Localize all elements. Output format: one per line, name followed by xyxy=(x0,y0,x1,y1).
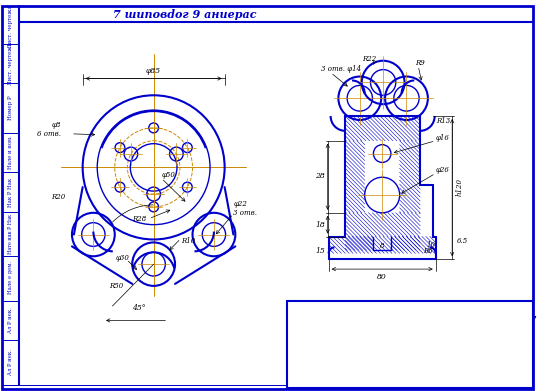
Text: Масштаб.: Масштаб. xyxy=(494,341,521,346)
Text: Кониор.: Кониор. xyxy=(296,355,317,359)
Text: Сопряжение
корпус и стойка: Сопряжение корпус и стойка xyxy=(391,351,500,375)
Text: 80: 80 xyxy=(377,273,387,281)
Text: Утв.: Утв. xyxy=(296,374,309,379)
Text: R28: R28 xyxy=(131,215,146,223)
Text: 18: 18 xyxy=(315,221,325,229)
Text: Кониор.: Кониор. xyxy=(296,333,317,338)
Text: НИШ.: НИШ. xyxy=(382,303,398,308)
Text: А1: А1 xyxy=(516,385,524,390)
Text: R50: R50 xyxy=(109,282,124,290)
Text: Листов: Листов xyxy=(466,341,487,346)
Text: φ85: φ85 xyxy=(146,66,161,75)
Text: φ8
6 отв.: φ8 6 отв. xyxy=(37,121,61,138)
Text: Годробле.: Годробле. xyxy=(326,385,355,390)
Text: h120: h120 xyxy=(456,178,464,196)
Text: 28: 28 xyxy=(315,172,325,180)
Text: R13: R13 xyxy=(436,117,450,125)
Text: 8: 8 xyxy=(380,242,384,250)
Text: Формат.: Формат. xyxy=(454,385,480,390)
Text: 45°: 45° xyxy=(132,303,146,312)
Text: 7 шиповdог 9 аниерас: 7 шиповdог 9 аниерас xyxy=(113,9,256,20)
Text: 10: 10 xyxy=(426,241,435,249)
Text: 15: 15 xyxy=(315,248,325,255)
Text: Нале.: Нале. xyxy=(349,303,363,308)
Text: Ном.Нари.: Ном.Нари. xyxy=(290,303,317,308)
Text: φ50: φ50 xyxy=(161,171,175,179)
Text: Номер P: Номер P xyxy=(8,96,13,120)
Text: Лист. чертежа: Лист. чертежа xyxy=(8,5,13,48)
Text: φ22
3 отв.: φ22 3 отв. xyxy=(233,200,257,217)
Text: Разраб.: Разраб. xyxy=(296,313,316,318)
Text: № Дисс.: № Дисс. xyxy=(322,303,343,308)
Text: φ30: φ30 xyxy=(116,254,129,262)
Text: Н.Контр.: Н.Контр. xyxy=(296,364,321,369)
Text: R22: R22 xyxy=(362,55,377,63)
Text: Ал Р нек.: Ал Р нек. xyxy=(8,349,13,375)
Text: 3 отв. φ14: 3 отв. φ14 xyxy=(321,65,361,73)
Text: Нак Р Нак: Нак Р Нак xyxy=(8,178,13,207)
Text: Нате нак Р Нак: Нате нак Р Нак xyxy=(8,213,13,253)
Text: Н.Контр.: Н.Контр. xyxy=(296,344,321,350)
Text: Ал Р нек.: Ал Р нек. xyxy=(8,307,13,334)
Text: Лиотр.: Лиотр. xyxy=(439,365,459,370)
Text: φ26: φ26 xyxy=(436,166,449,174)
Text: R20: R20 xyxy=(52,193,66,201)
Text: 7: 7 xyxy=(513,365,516,370)
Text: 6.5: 6.5 xyxy=(457,237,468,246)
Text: Нале е дем.: Нале е дем. xyxy=(8,262,13,294)
Text: φ16: φ16 xyxy=(436,134,449,142)
Text: Лист.: Лист. xyxy=(441,341,458,346)
Text: Нале и ном.: Нале и ном. xyxy=(8,136,13,169)
Text: Лист. чертежа: Лист. чертежа xyxy=(8,42,13,85)
Text: Пров.: Пров. xyxy=(296,323,311,328)
Text: R6: R6 xyxy=(423,248,433,255)
Text: R10: R10 xyxy=(181,237,195,246)
Text: Аиотей.: Аиотей. xyxy=(468,365,490,370)
Bar xyxy=(287,301,533,387)
Text: Задание 6 Вариант 7: Задание 6 Вариант 7 xyxy=(395,315,536,326)
Text: 11: 11 xyxy=(505,366,524,380)
Text: R9: R9 xyxy=(415,59,425,67)
